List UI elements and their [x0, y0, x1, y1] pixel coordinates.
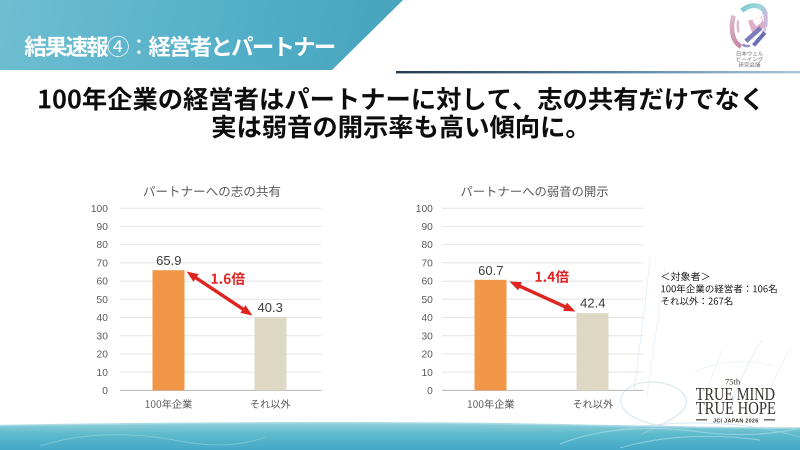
svg-text:10: 10: [97, 368, 109, 379]
svg-text:80: 80: [97, 240, 109, 251]
svg-text:90: 90: [421, 222, 433, 233]
svg-text:80: 80: [421, 240, 433, 251]
svg-text:50: 50: [97, 295, 109, 306]
svg-text:0: 0: [427, 386, 433, 397]
svg-text:40: 40: [97, 313, 109, 324]
svg-text:42.4: 42.4: [580, 296, 605, 311]
svg-text:100: 100: [416, 204, 433, 215]
svg-text:0: 0: [102, 386, 108, 397]
svg-text:10: 10: [421, 368, 433, 379]
svg-text:100: 100: [91, 204, 108, 215]
svg-text:65.9: 65.9: [156, 253, 181, 268]
svg-text:60.7: 60.7: [478, 263, 503, 278]
svg-text:JCI JAPAN 2026: JCI JAPAN 2026: [713, 418, 758, 424]
svg-text:30: 30: [97, 331, 109, 342]
svg-text:TRUE HOPE: TRUE HOPE: [696, 398, 776, 418]
svg-text:20: 20: [421, 350, 433, 361]
svg-text:60: 60: [97, 277, 109, 288]
svg-text:40.3: 40.3: [258, 300, 283, 315]
svg-text:30: 30: [421, 331, 433, 342]
svg-text:90: 90: [97, 222, 109, 233]
svg-text:70: 70: [97, 258, 109, 269]
svg-text:60: 60: [421, 277, 433, 288]
svg-text:70: 70: [421, 258, 433, 269]
svg-text:TRUE MIND: TRUE MIND: [696, 384, 775, 404]
svg-text:50: 50: [421, 295, 433, 306]
svg-text:75th: 75th: [725, 377, 741, 387]
svg-text:20: 20: [97, 350, 109, 361]
svg-text:40: 40: [421, 313, 433, 324]
